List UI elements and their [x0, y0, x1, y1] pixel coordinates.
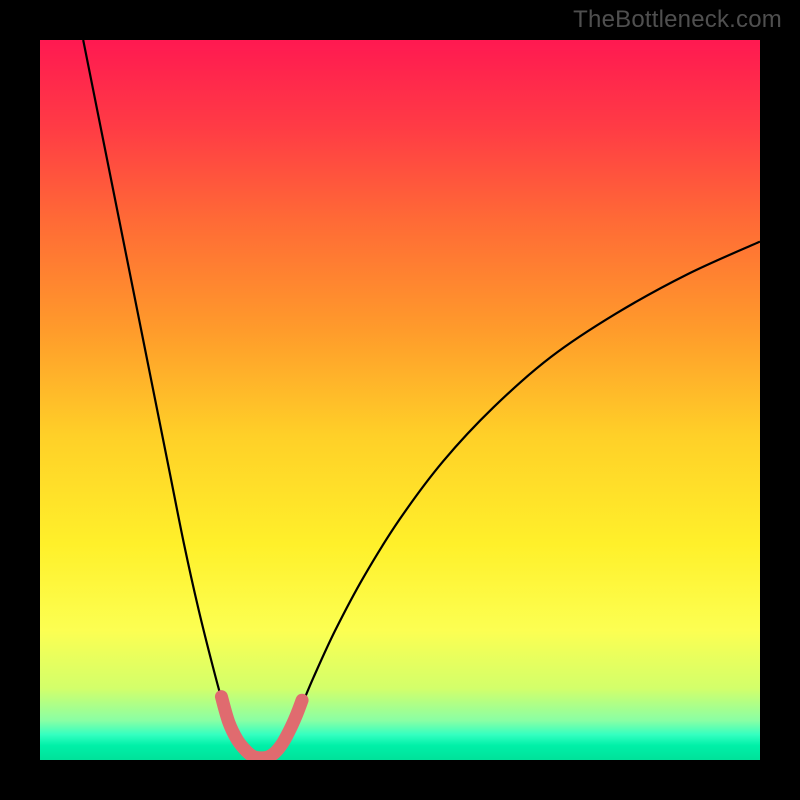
trough-highlight — [221, 697, 302, 758]
chart-frame: TheBottleneck.com — [0, 0, 800, 800]
curve-layer — [40, 40, 760, 760]
watermark-text: TheBottleneck.com — [573, 6, 782, 34]
plot-area — [40, 40, 760, 760]
bottleneck-curve — [83, 40, 760, 759]
